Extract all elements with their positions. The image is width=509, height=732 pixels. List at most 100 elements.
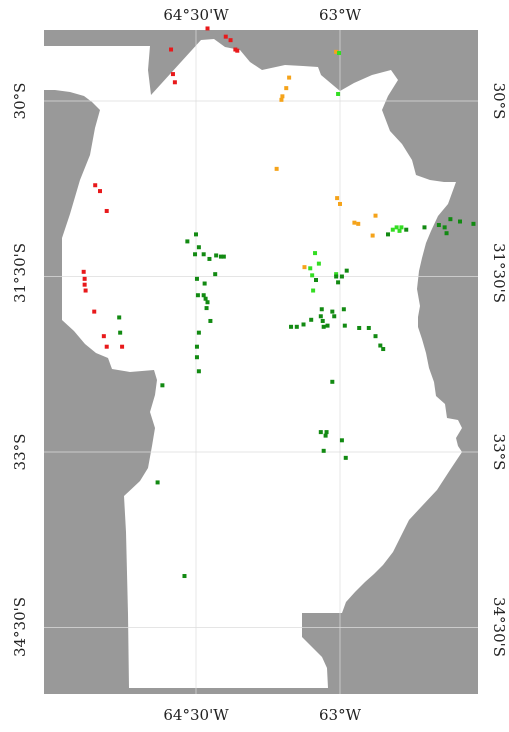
dark-green-point	[332, 314, 337, 319]
light-green-point	[394, 225, 399, 230]
dark-green-point	[386, 232, 390, 237]
dark-green-point	[344, 268, 349, 273]
province-land	[43, 39, 462, 688]
dark-green-point	[373, 334, 378, 339]
red-point	[235, 48, 240, 53]
dark-green-point	[185, 239, 190, 244]
graticule	[44, 30, 478, 694]
dark-green-point	[324, 430, 329, 435]
red-point	[101, 334, 106, 339]
dark-green-point	[321, 448, 326, 453]
dark-green-point	[195, 293, 200, 298]
light-green-point	[313, 251, 318, 256]
light-green-point	[390, 227, 395, 232]
orange-point	[280, 94, 285, 99]
orange-point	[334, 49, 339, 54]
sample-points	[81, 26, 476, 579]
red-point	[205, 26, 210, 31]
dark-green-point	[343, 455, 348, 460]
dark-green-point	[207, 256, 212, 261]
dark-green-point	[334, 274, 339, 279]
light-green-point	[310, 273, 315, 278]
dark-green-point	[314, 278, 318, 283]
red-point	[172, 80, 177, 85]
dark-green-point	[301, 322, 306, 327]
dark-green-point	[471, 221, 476, 226]
dark-green-point	[201, 252, 206, 257]
lat-left-label: 33°S	[11, 434, 29, 471]
dark-green-point	[221, 254, 226, 259]
light-green-point	[399, 225, 404, 230]
lon-top-label: 64°30'W	[163, 6, 229, 24]
dark-green-point	[330, 309, 335, 314]
dark-green-point	[330, 379, 335, 384]
dark-green-point	[160, 383, 165, 388]
lat-left-label: 31°30'S	[11, 243, 29, 303]
red-point	[82, 282, 87, 287]
dark-green-point	[289, 324, 294, 329]
red-point	[82, 276, 87, 281]
dark-green-point	[214, 253, 219, 258]
dark-green-point	[117, 315, 122, 320]
dark-green-point	[218, 254, 223, 259]
dark-green-point	[448, 217, 453, 222]
orange-point	[356, 221, 361, 226]
light-green-point	[397, 228, 402, 233]
dark-green-point	[436, 223, 441, 228]
orange-point	[302, 265, 307, 270]
lon-bottom-label: 64°30'W	[163, 706, 229, 724]
lat-right-label: 34°30'S	[490, 597, 508, 657]
dark-green-point	[203, 296, 208, 301]
dark-green-point	[323, 433, 328, 438]
dark-green-point	[155, 480, 160, 485]
red-point	[98, 189, 102, 194]
dark-green-point	[378, 343, 383, 348]
dark-green-point	[194, 344, 199, 349]
light-green-point	[308, 266, 313, 271]
red-point	[93, 183, 98, 188]
dark-green-point	[444, 231, 449, 236]
orange-point	[373, 213, 378, 218]
orange-point	[279, 97, 284, 102]
lat-left-label: 34°30'S	[11, 597, 29, 657]
dark-green-point	[341, 307, 346, 312]
orange-point	[287, 75, 292, 80]
red-point	[81, 269, 86, 274]
orange-point	[352, 220, 357, 225]
dark-green-point	[320, 318, 325, 323]
light-green-point	[337, 51, 342, 56]
red-point	[83, 288, 88, 293]
dark-green-point	[342, 323, 347, 328]
lat-right-label: 31°30'S	[490, 243, 508, 303]
dark-green-point	[194, 232, 198, 237]
red-point	[169, 47, 174, 52]
dark-green-point	[213, 272, 218, 277]
light-green-point	[316, 261, 321, 266]
dark-green-point	[194, 355, 199, 360]
dark-green-point	[118, 330, 123, 335]
lat-left-label: 30°S	[11, 83, 29, 120]
dark-green-point	[309, 317, 314, 322]
dark-green-point	[325, 323, 330, 328]
dark-green-point	[319, 307, 324, 312]
dark-green-point	[366, 325, 371, 330]
dark-green-point	[204, 306, 209, 311]
orange-point	[284, 86, 289, 91]
dark-green-point	[196, 245, 201, 250]
red-point	[228, 38, 233, 43]
lon-top-label: 63°W	[319, 6, 362, 24]
dark-green-point	[182, 574, 187, 579]
red-point	[92, 309, 97, 314]
lat-right-label: 30°S	[490, 83, 508, 120]
orange-point	[370, 233, 375, 238]
red-point	[104, 344, 109, 349]
red-point	[223, 34, 228, 39]
orange-point	[274, 166, 279, 171]
dark-green-point	[318, 314, 323, 319]
dark-green-point	[339, 274, 344, 279]
dark-green-point	[208, 318, 213, 323]
light-green-point	[311, 288, 316, 293]
dark-green-point	[336, 280, 341, 285]
